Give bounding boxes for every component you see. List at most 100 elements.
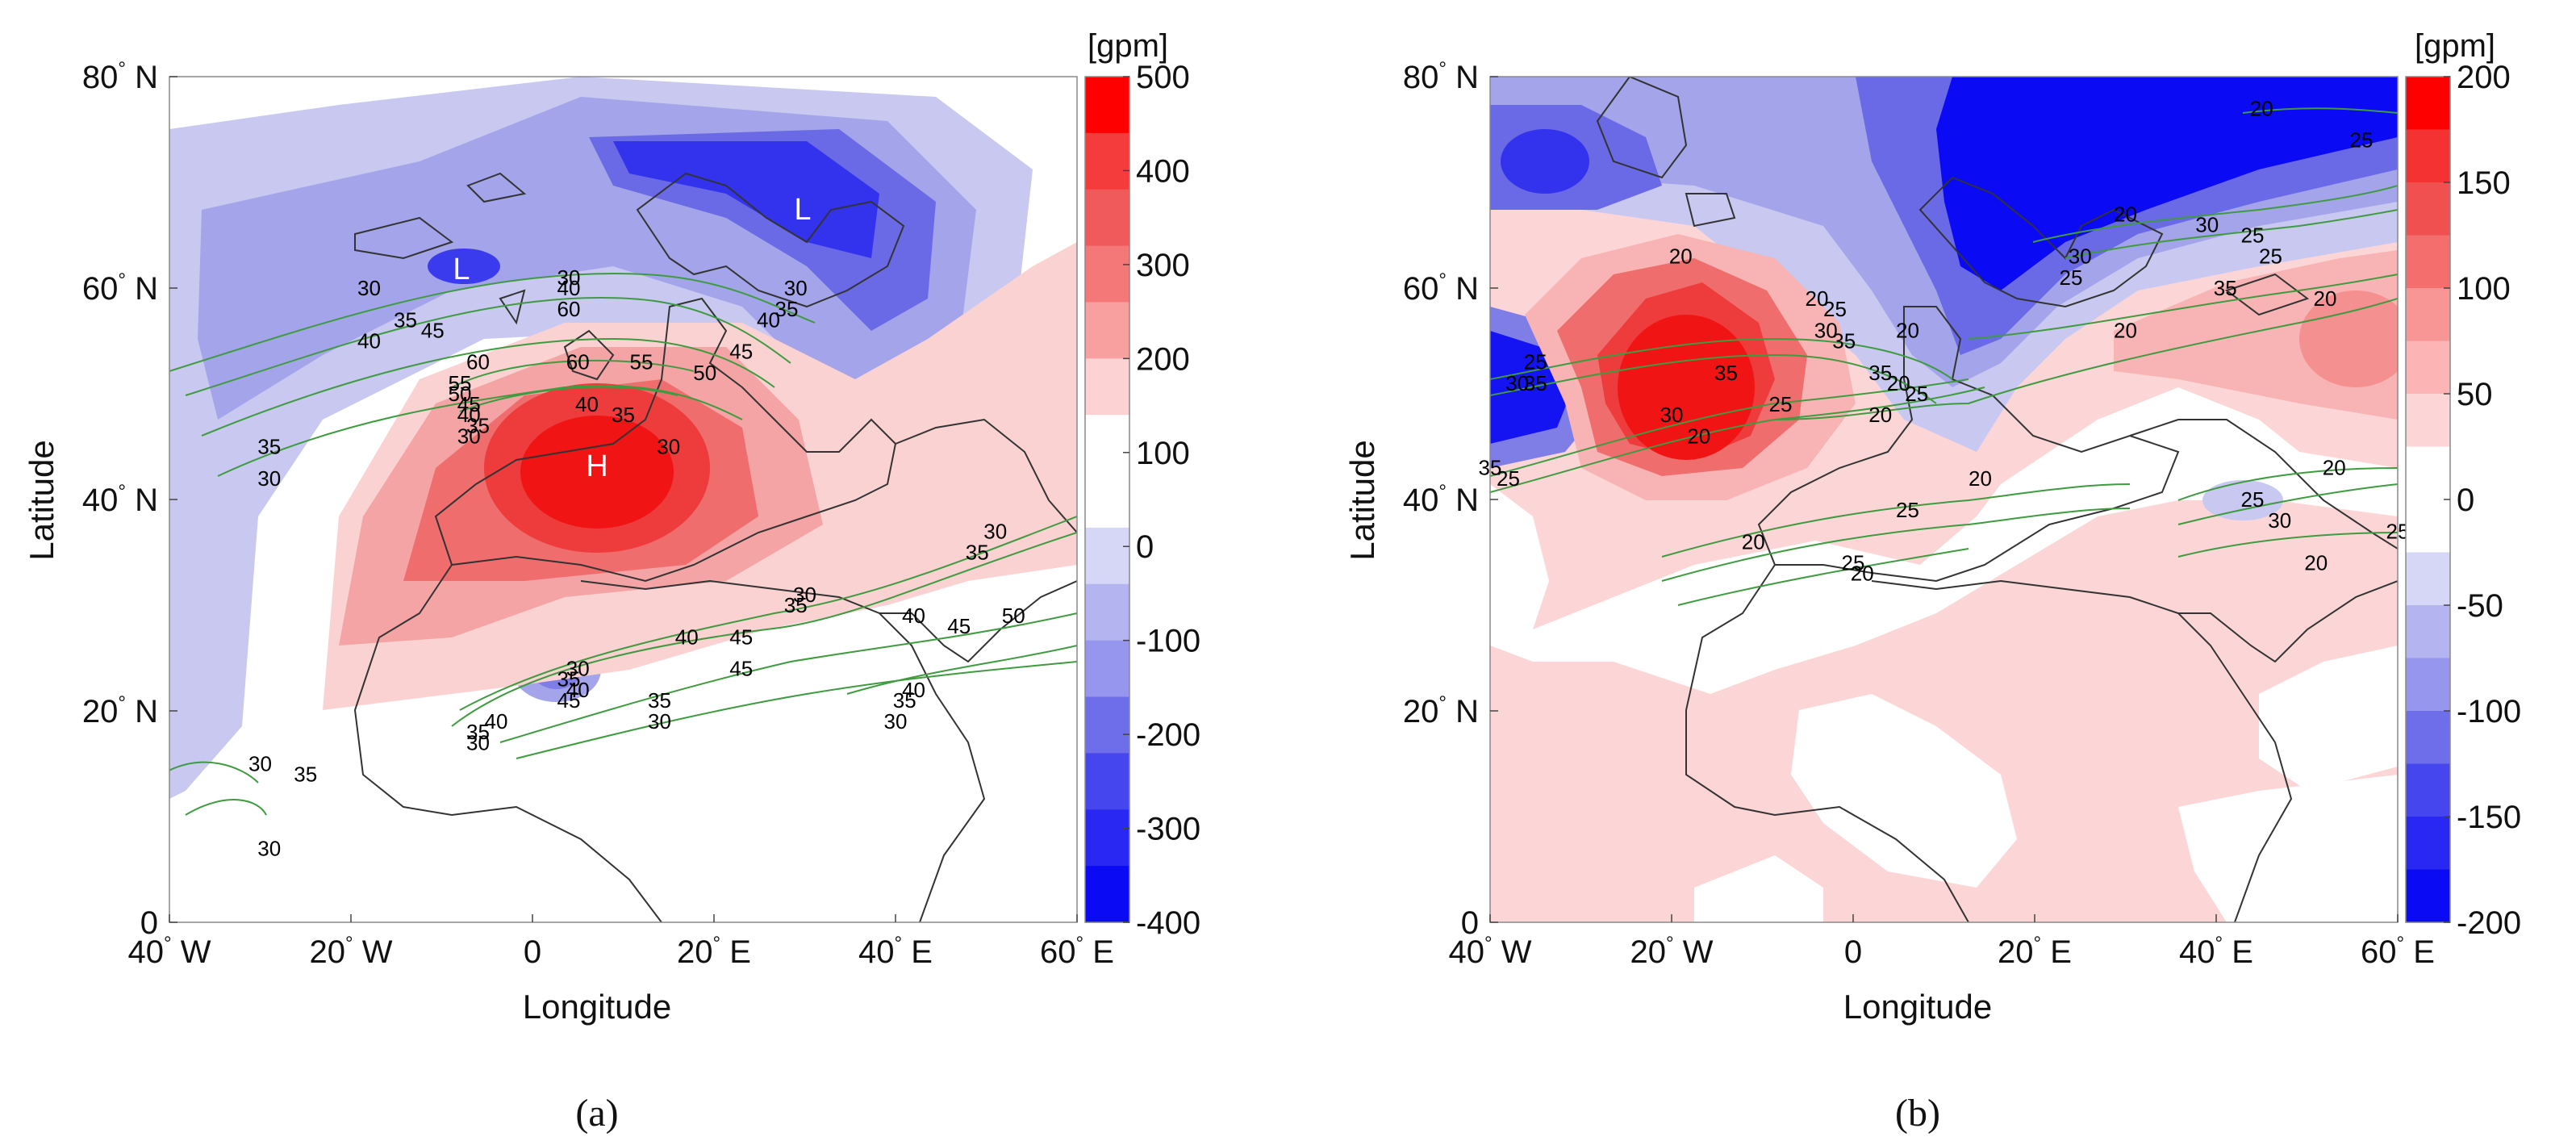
contour-label: 55 [630, 350, 653, 374]
colorbar-tick-label: 0 [1136, 529, 1154, 565]
contour-label: 40 [575, 392, 599, 416]
panel-b-x-ticks: 40° W 20° W 0 20° E 40° E 60° E [1449, 914, 2435, 970]
contour-label: 40 [757, 307, 780, 332]
contour-label: 30 [466, 730, 490, 754]
panel-a-colorbar-unit: [gpm] [1088, 28, 1168, 64]
x-tick-label: 20° E [677, 933, 751, 970]
y-tick-label: 80° N [1403, 58, 1479, 95]
colorbar-segment [2406, 129, 2450, 183]
contour-label: 35 [257, 435, 281, 459]
contour-label: 35 [394, 307, 417, 332]
contour-label: 30 [793, 583, 816, 607]
colorbar-segment [2406, 341, 2450, 395]
colorbar-tick-label: 200 [1136, 341, 1190, 377]
contour-label: 30 [357, 276, 381, 300]
contour-label: 30 [566, 657, 590, 681]
contour-label: 45 [457, 392, 481, 416]
contour-label: 45 [729, 625, 753, 649]
contour-label: 25 [1905, 382, 1928, 406]
contour-label: 20 [1806, 286, 1829, 311]
panel-b-y-ticks: 0 20° N 40° N 60° N 80° N [1403, 58, 1498, 941]
panel-a-y-ticks: 0 20° N 40° N 60° N 80° N [82, 58, 177, 941]
contour-label: 25 [2241, 224, 2265, 248]
contour-label: 35 [294, 763, 317, 787]
y-tick-label: 20° N [82, 692, 158, 729]
colorbar-tick-label: -150 [2457, 800, 2521, 835]
panel-a-label: (a) [575, 1092, 618, 1135]
contour-label: 30 [1505, 371, 1529, 395]
colorbar-segment [2406, 77, 2450, 131]
x-tick-label: 20° E [1998, 933, 2072, 970]
contour-label: 25 [1769, 392, 1793, 416]
contour-label: 40 [902, 604, 925, 628]
x-tick-label: 20° W [1630, 933, 1714, 970]
colorbar-segment [2406, 235, 2450, 289]
contour-label: 20 [1969, 466, 1992, 491]
contour-label: 45 [729, 340, 753, 364]
x-tick-label: 60° E [2361, 933, 2435, 970]
contour-label: 50 [449, 382, 472, 406]
contour-label: 35 [466, 720, 490, 744]
colorbar-segment [2406, 658, 2450, 712]
colorbar-segment [1085, 245, 1129, 303]
colorbar-tick-label: 150 [2457, 165, 2511, 201]
colorbar-segment [2406, 605, 2450, 659]
panel-b-low-anomaly-turkey [2202, 480, 2283, 520]
contour-label: 35 [1714, 361, 1738, 385]
panel-b-neutral-region-west [1490, 484, 1549, 646]
contour-label: 45 [947, 614, 971, 638]
contour-label: 25 [2241, 487, 2265, 512]
contour-label: 25 [1823, 297, 1847, 321]
colorbar-tick-label: 200 [2457, 60, 2511, 95]
colorbar-segment [2406, 182, 2450, 236]
panel-b-contour-labels: 2020253035353020253520252020253035352520… [1479, 96, 2410, 585]
y-tick-label: 40° N [82, 481, 158, 518]
contour-label: 20 [1896, 318, 1919, 342]
contour-label: 30 [257, 836, 281, 860]
panel-b-colorbar-unit: [gpm] [2415, 28, 2495, 64]
contour-label: 55 [449, 371, 472, 395]
contour-label: 30 [648, 709, 671, 733]
colorbar-segment [1085, 471, 1129, 529]
contour-label: 25 [1524, 350, 1547, 374]
colorbar-tick-label: 500 [1136, 60, 1190, 95]
contour-label: 30 [248, 752, 272, 776]
colorbar-tick-label: -200 [2457, 905, 2521, 941]
contour-label: 45 [421, 318, 445, 342]
x-tick-label: 20° W [310, 933, 393, 970]
x-tick-label: 60° E [1040, 933, 1114, 970]
contour-label: 20 [2114, 202, 2137, 226]
contour-label: 35 [1868, 361, 1892, 385]
panel-b-colorbar [2405, 76, 2451, 923]
colorbar-tick-label: -200 [1136, 717, 1200, 753]
contour-label: 30 [457, 424, 481, 448]
colorbar-tick-label: -100 [2457, 694, 2521, 729]
contour-label: 20 [1887, 371, 1910, 395]
contour-label: 40 [457, 403, 481, 427]
y-tick-label: 20° N [1403, 692, 1479, 729]
panel-b-high-anomaly-east-core [2299, 290, 2398, 387]
panel-b-colorbar-ticks: 200 150 100 50 0 -50 -100 -150 -200 [2444, 60, 2521, 941]
contour-label: 30 [657, 435, 680, 459]
panel-a-high-anomaly-peak [520, 416, 674, 529]
colorbar-segment [2406, 763, 2450, 817]
contour-label: 45 [729, 657, 753, 681]
contour-label: 35 [2214, 276, 2237, 300]
panel-a-low-anomaly-peak [613, 141, 879, 258]
panel-a-wind-contours [169, 273, 1077, 816]
contour-label: 35 [648, 688, 671, 712]
y-tick-label: 0 [140, 905, 158, 941]
contour-label: 35 [893, 688, 916, 712]
colorbar-segment [1085, 640, 1129, 698]
contour-label: 25 [1896, 498, 1919, 522]
contour-label: 60 [557, 297, 581, 321]
colorbar-segment [1085, 753, 1129, 810]
contour-label: 20 [2314, 286, 2337, 311]
panel-b-y-axis-label: Latitude [1343, 440, 1381, 560]
panel-b-neutral-region-south [1694, 855, 1823, 922]
colorbar-tick-label: 400 [1136, 153, 1190, 189]
panel-b: 2020253035353020253520252020253035352520… [1343, 28, 2521, 1135]
